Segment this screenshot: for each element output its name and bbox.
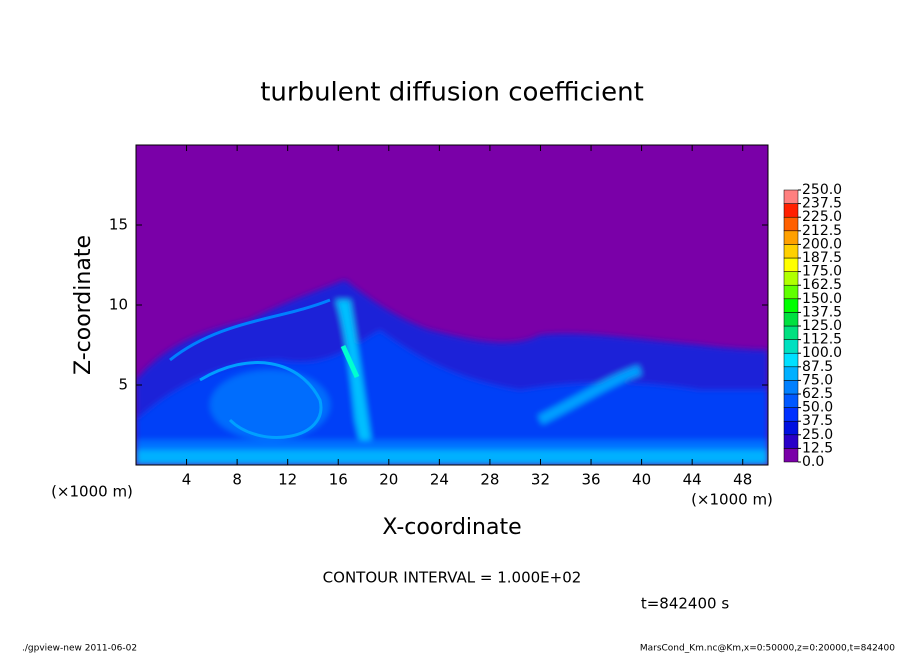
y-tick-label: 15 xyxy=(109,216,128,234)
x-tick-label: 12 xyxy=(278,471,297,489)
colorbar-bin xyxy=(783,312,799,327)
x-tick-label: 24 xyxy=(430,471,449,489)
colorbar-label: 250.0 xyxy=(802,182,842,198)
colorbar-bin xyxy=(783,325,799,340)
y-axis-label: Z-coordinate xyxy=(71,235,96,375)
colorbar-bin xyxy=(783,393,799,408)
colorbar-bin xyxy=(783,203,799,218)
x-tick-label: 28 xyxy=(480,471,499,489)
colorbar-label: 187.5 xyxy=(802,250,842,266)
x-tick-label: 8 xyxy=(232,471,242,489)
colorbar-label: 212.5 xyxy=(802,223,842,239)
colorbar-label: 25.0 xyxy=(802,427,833,443)
colorbar-bin xyxy=(783,407,799,422)
footer-right: MarsCond_Km.nc@Km,x=0:50000,z=0:20000,t=… xyxy=(640,644,895,654)
colorbar-bin xyxy=(783,434,799,449)
contour-note: CONTOUR INTERVAL = 1.000E+02 xyxy=(323,569,582,587)
colorbar-label: 175.0 xyxy=(802,264,842,280)
colorbar-label: 100.0 xyxy=(802,345,842,361)
x-tick-label: 40 xyxy=(632,471,651,489)
colorbar-label: 87.5 xyxy=(802,359,833,375)
chart-title: turbulent diffusion coefficient xyxy=(260,78,644,108)
field xyxy=(136,145,768,465)
y-tick-label: 10 xyxy=(109,296,128,314)
x-unit: (×1000 m) xyxy=(51,483,133,501)
colorbar-label: 162.5 xyxy=(802,277,842,293)
colorbar-label: 137.5 xyxy=(802,304,842,320)
x-tick-label: 44 xyxy=(683,471,702,489)
colorbar-label: 225.0 xyxy=(802,209,842,225)
colorbar-bin xyxy=(783,257,799,272)
x-tick-label: 16 xyxy=(329,471,348,489)
colorbar-label: 37.5 xyxy=(802,413,833,429)
x-tick-label: 4 xyxy=(182,471,192,489)
colorbar-bin xyxy=(783,284,799,300)
x-tick-label: 20 xyxy=(379,471,398,489)
colorbar-bin xyxy=(783,420,799,436)
colorbar-bin xyxy=(783,339,799,354)
colorbar-label: 62.5 xyxy=(802,386,833,402)
colorbar-label: 50.0 xyxy=(802,400,833,416)
colorbar-label: 12.5 xyxy=(802,440,833,456)
colorbar-bin xyxy=(783,380,799,395)
colorbar-label: 112.5 xyxy=(802,332,842,348)
x-tick-label: 36 xyxy=(581,471,600,489)
colorbar-label: 200.0 xyxy=(802,236,842,252)
colorbar-bin xyxy=(783,352,799,368)
colorbar-label: 75.0 xyxy=(802,372,833,388)
colorbar-bin xyxy=(783,189,799,204)
colorbar-label: 0.0 xyxy=(802,454,824,470)
colorbar-bin xyxy=(783,448,799,463)
colorbar-bin xyxy=(783,216,799,232)
colorbar-bin xyxy=(783,271,799,286)
y-unit: (×1000 m) xyxy=(691,491,773,509)
colorbar-bin xyxy=(783,244,799,259)
colorbar-bin xyxy=(783,298,799,313)
x-tick-label: 48 xyxy=(733,471,752,489)
footer-left: ./gpview-new 2011-06-02 xyxy=(22,644,137,654)
colorbar-label: 150.0 xyxy=(802,291,842,307)
time-label: t=842400 s xyxy=(641,595,729,613)
colorbar-label: 237.5 xyxy=(802,196,842,212)
colorbar-bin xyxy=(783,230,799,245)
colorbar-bin xyxy=(783,366,799,381)
colorbar-label: 125.0 xyxy=(802,318,842,334)
y-tick-label: 5 xyxy=(118,376,128,394)
x-axis-label: X-coordinate xyxy=(382,515,521,540)
x-tick-label: 32 xyxy=(531,471,550,489)
